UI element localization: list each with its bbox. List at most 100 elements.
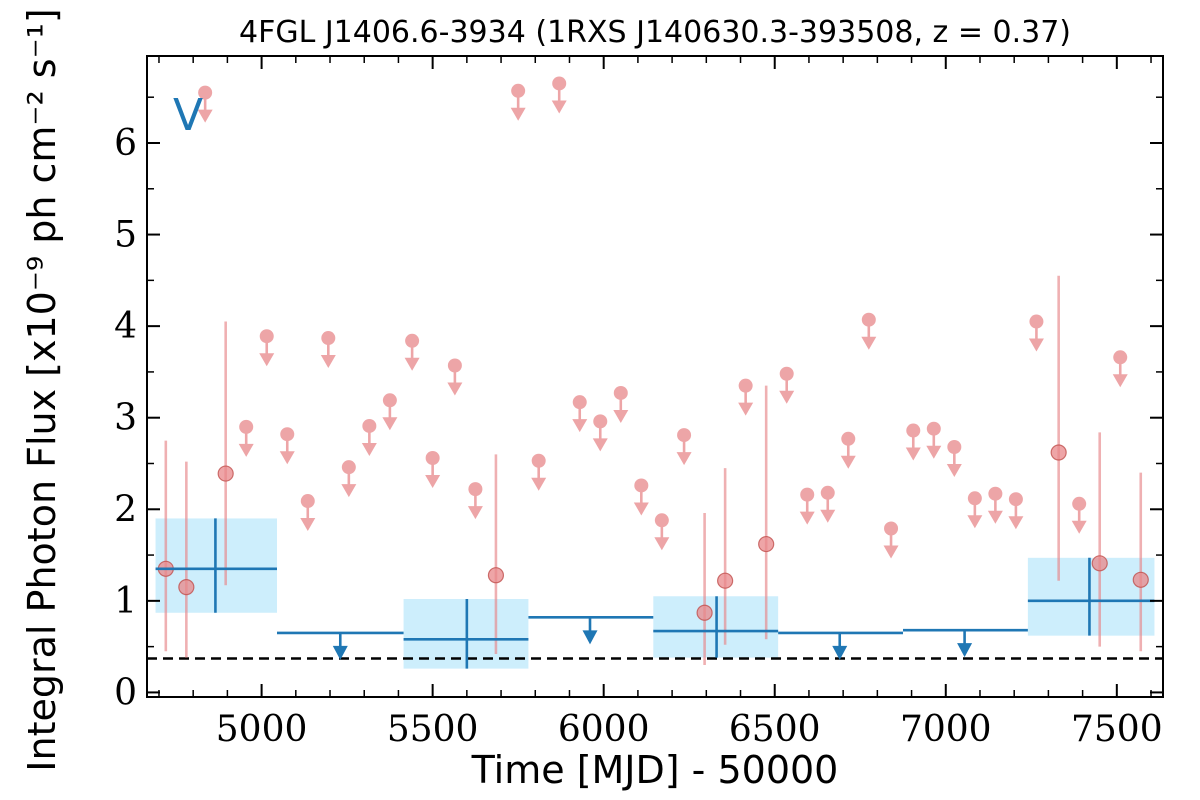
upper-limit-marker (988, 486, 1003, 501)
short-bin-upper-limit (238, 419, 254, 457)
upper-limit-marker (926, 421, 941, 436)
upper-limit-arrowhead (467, 506, 483, 520)
upper-limit-arrowhead (259, 353, 275, 367)
long-bin-limit-arrowhead (332, 645, 348, 660)
short-bin-upper-limit (531, 453, 547, 491)
upper-limit-arrowhead (341, 484, 357, 498)
upper-limit-marker (405, 333, 420, 348)
short-bin-point (696, 604, 713, 621)
upper-limit-marker (382, 393, 397, 408)
upper-limit-marker (259, 329, 274, 344)
upper-limit-marker (362, 418, 377, 433)
y-tick-label: 6 (114, 123, 137, 164)
x-axis-ticks: 5000 5500 6000 6500 7000 7500 (158, 56, 1163, 750)
upper-limit-arrowhead (510, 107, 526, 121)
upper-limit-marker (1072, 496, 1087, 511)
upper-limit-arrowhead (572, 419, 588, 433)
short-bin-point (1091, 555, 1108, 572)
upper-limit-arrowhead (738, 402, 754, 416)
short-bin-upper-limit (341, 460, 357, 498)
upper-limit-marker (593, 414, 608, 429)
short-bin-point (1132, 571, 1149, 588)
upper-limit-arrowhead (820, 509, 836, 523)
upper-limit-arrowhead (905, 447, 921, 461)
upper-limit-arrowhead (1028, 338, 1044, 352)
short-bin-upper-limit (820, 485, 836, 523)
corner-annotation: V (173, 90, 203, 141)
x-tick-label: 5000 (216, 709, 308, 750)
short-bin-upper-limit (592, 414, 608, 452)
upper-limit-arrowhead (654, 537, 670, 551)
upper-limit-marker (300, 494, 315, 509)
upper-limit-marker (572, 395, 587, 410)
upper-limit-arrowhead (320, 355, 336, 369)
long-bin-point (1027, 557, 1155, 636)
upper-limit-marker (820, 485, 835, 500)
y-tick-label: 4 (114, 306, 137, 347)
short-bin-upper-limit (320, 331, 336, 369)
short-bin-point (178, 579, 195, 596)
short-bin-upper-limit (946, 440, 962, 478)
upper-limit-marker (511, 83, 526, 98)
upper-limit-arrowhead (361, 442, 377, 456)
upper-limit-marker (341, 460, 356, 475)
upper-limit-arrowhead (946, 464, 962, 478)
upper-limit-arrowhead (676, 452, 692, 466)
short-bin-upper-limit (510, 83, 526, 121)
upper-limit-marker (884, 521, 899, 536)
upper-limit-arrowhead (1112, 374, 1128, 388)
short-bin-upper-limit (654, 513, 670, 551)
short-bin-upper-limit (905, 423, 921, 461)
upper-limit-marker (947, 440, 962, 455)
upper-limit-marker (239, 419, 254, 434)
upper-limit-marker (447, 358, 462, 373)
short-bin-upper-limit (382, 393, 398, 431)
upper-limit-marker (841, 431, 856, 446)
upper-limit-arrowhead (592, 438, 608, 452)
x-tick-label: 7000 (900, 709, 992, 750)
short-bin-point (717, 572, 734, 589)
upper-limit-arrowhead (779, 390, 795, 404)
short-bin-upper-limit (572, 395, 588, 433)
short-bin-upper-limit (799, 487, 815, 525)
short-bin-upper-limit (447, 358, 463, 396)
short-bin-upper-limit (361, 418, 377, 456)
short-bin-upper-limit (1028, 314, 1044, 352)
short-bin-upper-limit (840, 431, 856, 469)
short-bin-upper-limit (926, 421, 942, 459)
short-bin-upper-limit (1071, 496, 1087, 534)
long-bin-point (653, 596, 779, 658)
upper-limit-marker (425, 450, 440, 465)
short-bin-upper-limit (551, 76, 567, 114)
upper-limit-arrowhead (840, 455, 856, 469)
short-bin-upper-limit (779, 366, 795, 404)
x-tick-label: 5500 (387, 709, 479, 750)
short-bin-upper-limit (197, 85, 213, 123)
short-bin-point (1050, 444, 1067, 461)
upper-limit-marker (1008, 492, 1023, 507)
short-bin-point (758, 535, 775, 553)
y-tick-label: 0 (114, 672, 137, 713)
short-bin-point (217, 465, 234, 482)
upper-limit-arrowhead (926, 445, 942, 459)
short-bin-upper-limit (967, 491, 983, 529)
upper-limit-marker (800, 487, 815, 502)
short-bin-upper-limit (259, 329, 275, 367)
upper-limit-arrowhead (551, 100, 567, 114)
upper-limit-arrowhead (447, 382, 463, 396)
long-bin-limit-arrowhead (957, 643, 973, 658)
y-tick-label: 3 (114, 398, 137, 439)
upper-limit-marker (1029, 314, 1044, 329)
long-bin-point (155, 518, 277, 613)
upper-limit-marker (779, 366, 794, 381)
upper-limit-arrowhead (238, 443, 254, 457)
short-bin-upper-limit (279, 427, 295, 465)
upper-limit-marker (552, 76, 567, 91)
long-bin-box (1027, 557, 1155, 636)
upper-limit-marker (738, 378, 753, 393)
upper-limit-arrowhead (531, 477, 547, 491)
short-bin-upper-limit (861, 312, 877, 350)
upper-limit-marker (634, 478, 649, 493)
upper-limit-marker (967, 491, 982, 506)
